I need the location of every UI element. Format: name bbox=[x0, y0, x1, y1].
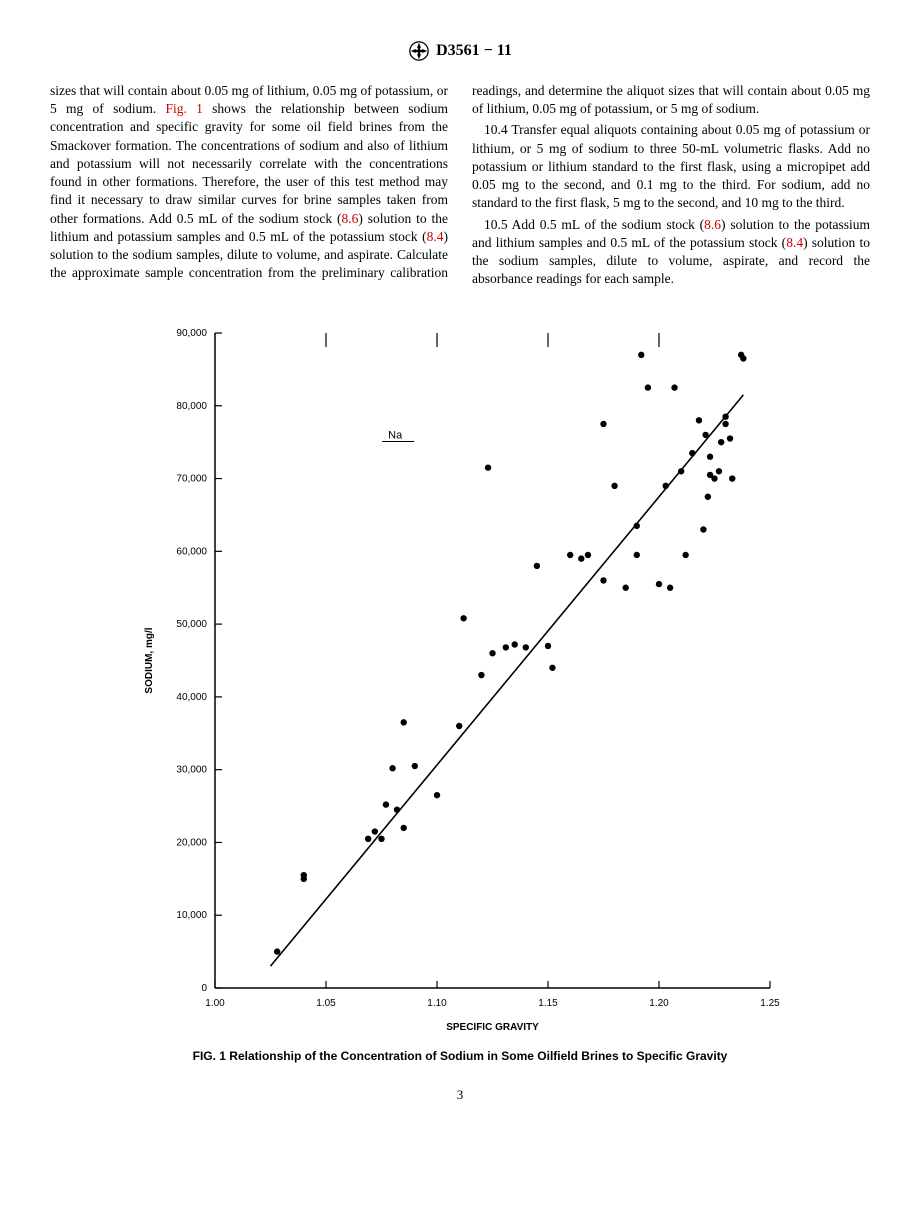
page-header: D3561 − 11 bbox=[50, 40, 870, 62]
ref-8-6b: 8.6 bbox=[704, 217, 721, 232]
fig1-ref: Fig. 1 bbox=[165, 101, 202, 116]
svg-text:0: 0 bbox=[201, 983, 207, 994]
paragraph-10-4: 10.4 Transfer equal aliquots containing … bbox=[472, 121, 870, 212]
svg-text:10,000: 10,000 bbox=[176, 911, 207, 922]
svg-text:40,000: 40,000 bbox=[176, 692, 207, 703]
svg-text:70,000: 70,000 bbox=[176, 474, 207, 485]
svg-text:1.10: 1.10 bbox=[427, 998, 447, 1009]
svg-text:SPECIFIC GRAVITY: SPECIFIC GRAVITY bbox=[446, 1022, 539, 1033]
svg-text:1.00: 1.00 bbox=[205, 998, 225, 1009]
figure-1: 0 10,000 20,000 30,000 40,000 50,000 60,000 70,… bbox=[50, 318, 870, 1063]
body-text: sizes that will contain about 0.05 mg of… bbox=[50, 82, 870, 288]
page-number: 3 bbox=[50, 1087, 870, 1103]
ref-8-4b: 8.4 bbox=[786, 235, 803, 250]
svg-text:30,000: 30,000 bbox=[176, 765, 207, 776]
svg-text:1.05: 1.05 bbox=[316, 998, 336, 1009]
doc-id: D3561 − 11 bbox=[436, 42, 512, 60]
svg-text:20,000: 20,000 bbox=[176, 838, 207, 849]
ref-8-6: 8.6 bbox=[342, 211, 359, 226]
svg-text:1.20: 1.20 bbox=[649, 998, 669, 1009]
paragraph-10-5: 10.5 Add 0.5 mL of the sodium stock (8.6… bbox=[472, 216, 870, 289]
astm-logo-icon bbox=[408, 40, 430, 62]
svg-text:1.25: 1.25 bbox=[760, 998, 780, 1009]
svg-text:60,000: 60,000 bbox=[176, 547, 207, 558]
svg-text:50,000: 50,000 bbox=[176, 620, 207, 631]
svg-text:Na: Na bbox=[388, 430, 403, 442]
svg-text:80,000: 80,000 bbox=[176, 401, 207, 412]
ref-8-4: 8.4 bbox=[427, 229, 444, 244]
svg-text:1.15: 1.15 bbox=[538, 998, 558, 1009]
figure-caption: FIG. 1 Relationship of the Concentration… bbox=[50, 1049, 870, 1063]
svg-text:SODIUM, mg/l: SODIUM, mg/l bbox=[144, 628, 155, 694]
svg-text:90,000: 90,000 bbox=[176, 328, 207, 339]
scatter-chart: 0 10,000 20,000 30,000 40,000 50,000 60,000 70,… bbox=[130, 318, 790, 1038]
